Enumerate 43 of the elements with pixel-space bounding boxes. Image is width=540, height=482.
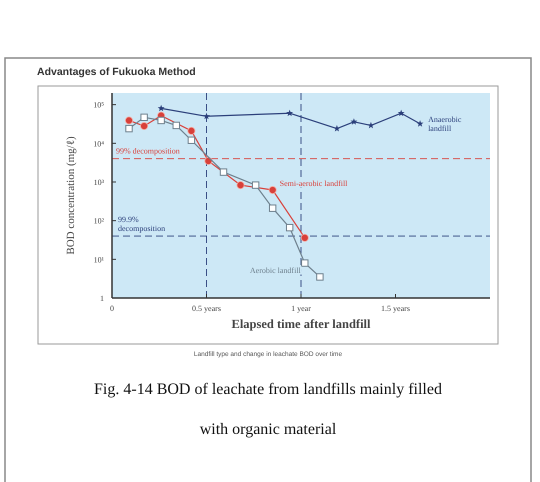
point [268, 186, 277, 194]
point [301, 259, 308, 267]
y-tick-label: 10³ [94, 178, 105, 187]
point [316, 273, 324, 281]
point [300, 234, 309, 242]
y-tick-label: 10² [94, 216, 105, 226]
point [236, 181, 245, 190]
point [268, 204, 276, 212]
point [350, 118, 358, 125]
point [286, 224, 294, 232]
point [286, 110, 294, 116]
point [368, 122, 374, 128]
y-tick-label: 10⁵ [93, 100, 104, 110]
point [333, 125, 340, 132]
point [398, 110, 405, 116]
point [188, 136, 196, 144]
point [140, 114, 148, 122]
point [203, 112, 210, 120]
point [125, 124, 133, 132]
y-tick-label: 1 [100, 294, 104, 303]
ref-line-label: 99.9% decomposition [118, 215, 166, 234]
ref-line-label: 99% decomposition [116, 146, 180, 156]
series-label: Anaerobic landfill [428, 114, 462, 133]
chart-title: Advantages of Fukuoka Method [37, 66, 196, 78]
point [125, 116, 134, 124]
x-tick-label: 1.5 years [381, 304, 410, 313]
point [220, 168, 228, 176]
point [252, 181, 260, 189]
x-tick-label: 1 year [291, 304, 312, 313]
y-axis-title: BOD concentration (mg/ℓ) [65, 136, 77, 255]
point [187, 126, 196, 135]
point [158, 104, 165, 112]
y-tick-label: 10¹ [94, 255, 105, 264]
series-label: Aerobic landfill [250, 266, 302, 276]
point [416, 120, 424, 127]
y-tick-label: 10⁴ [93, 139, 104, 148]
x-axis-title: Elapsed time after landfill [231, 317, 372, 331]
x-tick-label: 0.5 years [192, 304, 221, 313]
text: Fig. 4-14 BOD of leachate from landfills mainly filled with organic material [94, 381, 442, 438]
point [157, 116, 165, 124]
point [140, 122, 148, 130]
x-tick-label: 0 [110, 304, 114, 313]
point [172, 122, 180, 130]
